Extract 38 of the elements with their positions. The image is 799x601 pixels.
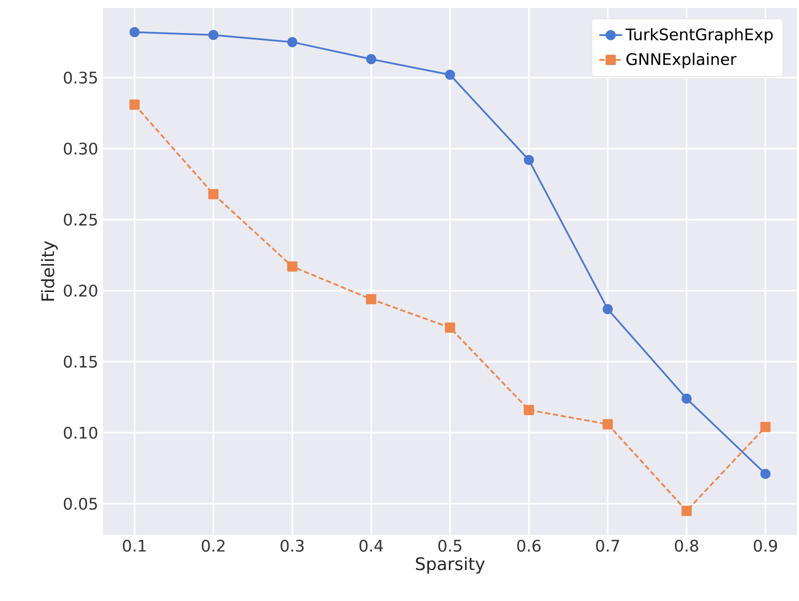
x-tick-label: 0.3: [280, 540, 304, 552]
y-tick-label: 0.15: [64, 356, 97, 368]
point: [366, 294, 376, 304]
x-tick-label: 0.6: [517, 540, 541, 552]
point: [524, 154, 534, 166]
x-tick-label: 0.1: [122, 540, 146, 552]
point: [602, 419, 613, 430]
y-tick-label: 0.25: [64, 214, 97, 226]
point: [366, 54, 376, 64]
point: [208, 30, 219, 40]
point: [129, 27, 140, 38]
x-axis-title: Sparsity: [416, 556, 485, 574]
x-tick-label: 0.4: [360, 540, 383, 552]
y-tick-label: 0.05: [64, 498, 97, 510]
x-tick-label: 0.7: [596, 540, 620, 552]
point: [444, 70, 456, 80]
point: [208, 188, 219, 200]
point: [681, 394, 692, 404]
x-tick-label: 0.8: [674, 540, 698, 552]
legend-label: GNNExplainer: [626, 52, 736, 68]
point: [760, 468, 771, 480]
y-tick-label: 0.20: [64, 284, 98, 297]
point: [444, 322, 456, 333]
point: [129, 99, 140, 110]
point: [681, 506, 692, 516]
legend-label: TurkSentGraphExp: [626, 28, 773, 44]
y-axis-title: Fidelity: [40, 241, 58, 301]
x-tick-label: 0.2: [202, 540, 224, 552]
x-tick-label: 0.5: [438, 540, 462, 552]
x-tick-label: 0.9: [754, 540, 778, 552]
point: [287, 261, 298, 272]
y-tick-label: 0.35: [64, 72, 97, 84]
y-tick-label: 0.30: [64, 142, 98, 155]
point: [287, 36, 298, 48]
point: [760, 422, 771, 432]
y-tick-label: 0.10: [64, 426, 98, 439]
point: [524, 404, 534, 416]
point: [602, 304, 613, 314]
